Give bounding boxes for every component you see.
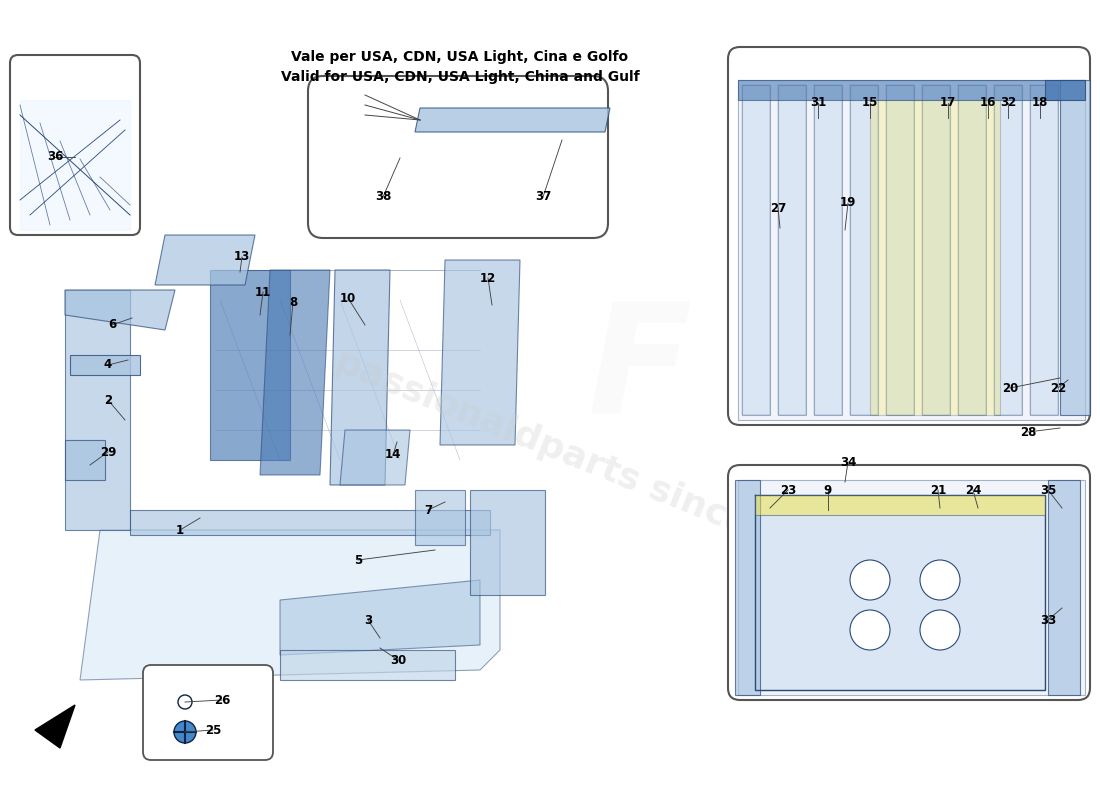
FancyBboxPatch shape: [143, 665, 273, 760]
Text: 33: 33: [1040, 614, 1056, 626]
Polygon shape: [155, 235, 255, 285]
Text: 13: 13: [234, 250, 250, 263]
Polygon shape: [738, 480, 1085, 695]
Text: 1: 1: [176, 523, 184, 537]
Text: 20: 20: [1002, 382, 1019, 394]
Polygon shape: [20, 100, 130, 230]
Polygon shape: [1045, 80, 1085, 100]
Polygon shape: [35, 705, 75, 748]
Polygon shape: [280, 580, 480, 655]
Text: 37: 37: [535, 190, 551, 203]
Polygon shape: [80, 530, 500, 680]
Polygon shape: [440, 260, 520, 445]
Text: 27: 27: [770, 202, 786, 214]
Polygon shape: [415, 490, 465, 545]
Circle shape: [174, 721, 196, 743]
Polygon shape: [738, 80, 1085, 100]
Text: 6: 6: [108, 318, 117, 331]
Text: 11: 11: [255, 286, 271, 298]
Polygon shape: [70, 355, 140, 375]
Text: 8: 8: [289, 295, 297, 309]
Text: 32: 32: [1000, 97, 1016, 110]
Polygon shape: [470, 490, 544, 595]
Polygon shape: [260, 270, 330, 475]
Circle shape: [850, 560, 890, 600]
Text: 14: 14: [385, 449, 402, 462]
Polygon shape: [850, 85, 878, 415]
Circle shape: [920, 560, 960, 600]
Polygon shape: [870, 100, 1000, 415]
Text: F: F: [587, 295, 692, 445]
Polygon shape: [280, 650, 455, 680]
Text: 26: 26: [213, 694, 230, 706]
Text: 10: 10: [340, 291, 356, 305]
Text: 38: 38: [375, 190, 392, 203]
FancyBboxPatch shape: [10, 55, 140, 235]
Polygon shape: [1060, 80, 1090, 415]
Text: 36: 36: [47, 150, 63, 163]
Text: 3: 3: [364, 614, 372, 626]
Circle shape: [850, 610, 890, 650]
Text: 16: 16: [980, 97, 997, 110]
Text: 9: 9: [824, 483, 832, 497]
Polygon shape: [886, 85, 914, 415]
Text: 21: 21: [930, 483, 946, 497]
Text: Valid for USA, CDN, USA Light, China and Gulf: Valid for USA, CDN, USA Light, China and…: [280, 70, 639, 84]
Polygon shape: [922, 85, 950, 415]
Text: 4: 4: [103, 358, 112, 371]
Text: 25: 25: [205, 723, 221, 737]
FancyBboxPatch shape: [308, 76, 608, 238]
Polygon shape: [210, 270, 290, 460]
FancyBboxPatch shape: [728, 47, 1090, 425]
Polygon shape: [738, 80, 1085, 420]
Polygon shape: [735, 480, 760, 695]
Text: 22: 22: [1049, 382, 1066, 394]
Text: 28: 28: [1020, 426, 1036, 438]
Text: 35: 35: [1040, 483, 1056, 497]
Text: 2: 2: [103, 394, 112, 406]
Polygon shape: [330, 270, 390, 485]
Polygon shape: [415, 108, 610, 132]
Polygon shape: [755, 495, 1045, 515]
Polygon shape: [1048, 480, 1080, 695]
Text: 19: 19: [839, 197, 856, 210]
Text: 17: 17: [939, 97, 956, 110]
Text: 15: 15: [861, 97, 878, 110]
Polygon shape: [755, 495, 1045, 690]
Text: 5: 5: [354, 554, 362, 566]
Text: 24: 24: [965, 483, 981, 497]
Polygon shape: [340, 430, 410, 485]
Polygon shape: [958, 85, 986, 415]
Text: 34: 34: [839, 455, 856, 469]
Text: 12: 12: [480, 271, 496, 285]
Polygon shape: [65, 290, 130, 530]
Text: passionaldparts since 1: passionaldparts since 1: [330, 344, 790, 556]
Polygon shape: [994, 85, 1022, 415]
Text: 18: 18: [1032, 97, 1048, 110]
Polygon shape: [814, 85, 842, 415]
Polygon shape: [130, 510, 490, 535]
Polygon shape: [742, 85, 770, 415]
Text: 31: 31: [810, 97, 826, 110]
Circle shape: [920, 610, 960, 650]
Text: 23: 23: [780, 483, 796, 497]
Text: 29: 29: [100, 446, 117, 458]
Text: 30: 30: [389, 654, 406, 666]
Text: 7: 7: [424, 503, 432, 517]
Circle shape: [178, 695, 192, 709]
Text: Vale per USA, CDN, USA Light, Cina e Golfo: Vale per USA, CDN, USA Light, Cina e Gol…: [292, 50, 628, 64]
FancyBboxPatch shape: [728, 465, 1090, 700]
Polygon shape: [778, 85, 806, 415]
Polygon shape: [65, 440, 104, 480]
Polygon shape: [1030, 85, 1058, 415]
Polygon shape: [65, 290, 175, 330]
